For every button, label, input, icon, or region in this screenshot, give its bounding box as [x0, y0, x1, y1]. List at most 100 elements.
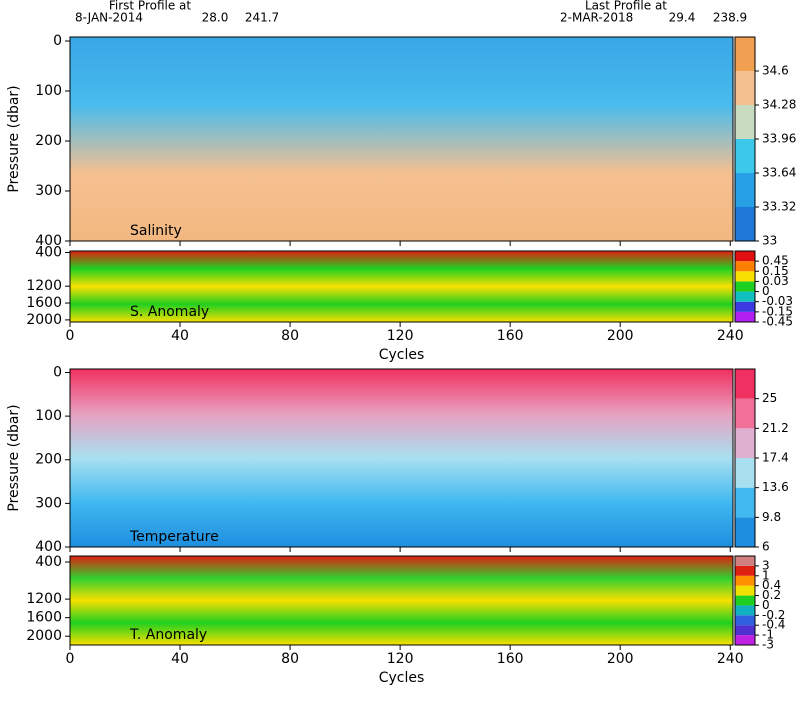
colorbar-band — [735, 105, 755, 139]
x-tick-label: 0 — [66, 651, 75, 667]
x-tick-label: 240 — [717, 651, 744, 667]
x-tick-label: 120 — [387, 651, 414, 667]
colorbar-band — [735, 517, 755, 547]
colorbar-frame — [734, 555, 756, 646]
colorbar-band — [735, 301, 755, 312]
header-text: 28.0 — [202, 11, 229, 25]
y-tick-label: 0 — [53, 364, 62, 380]
colorbar-label: 0 — [762, 598, 770, 612]
y-axis-label: Pressure (dbar) — [6, 404, 22, 511]
header-text: Last Profile at — [585, 0, 667, 13]
field — [70, 556, 733, 645]
colorbar-label: 0.15 — [762, 264, 789, 278]
colorbar-label: 33.64 — [762, 166, 796, 180]
y-tick-label: 400 — [35, 244, 62, 260]
colorbar-band — [735, 139, 755, 173]
x-tick-label: 80 — [281, 651, 299, 667]
colorbar-band — [735, 615, 755, 626]
colorbar-band — [735, 398, 755, 429]
x-tick-label: 120 — [387, 328, 414, 344]
y-tick-label: 400 — [35, 233, 62, 249]
colorbar-band — [735, 281, 755, 292]
field — [70, 37, 733, 241]
colorbar-band — [735, 575, 755, 586]
colorbar-label: 34.6 — [762, 64, 789, 78]
x-tick-label: 40 — [171, 651, 189, 667]
colorbar-band — [735, 605, 755, 616]
plot-frame — [69, 555, 734, 646]
panel-label: Temperature — [129, 529, 219, 545]
header-text: 241.7 — [245, 11, 279, 25]
y-tick-label: 200 — [35, 133, 62, 149]
colorbar-band — [735, 625, 755, 636]
header-text: 238.9 — [713, 11, 747, 25]
y-tick-label: 100 — [35, 83, 62, 99]
colorbar-label: -0.45 — [762, 315, 793, 329]
colorbar-label: 0 — [762, 284, 770, 298]
colorbar-band — [735, 173, 755, 207]
colorbar-label: 33.32 — [762, 200, 796, 214]
y-tick-label: 1600 — [26, 610, 62, 626]
colorbar-frame — [734, 250, 756, 323]
colorbar-label: -3 — [762, 638, 774, 652]
colorbar-label: 1 — [762, 568, 770, 582]
colorbar-label: 0.2 — [762, 588, 781, 602]
colorbar-label: 0.4 — [762, 578, 781, 592]
colorbar-label: 33 — [762, 234, 777, 248]
colorbar-label: 21.2 — [762, 421, 789, 435]
x-tick-label: 160 — [497, 328, 524, 344]
y-tick-label: 2000 — [26, 628, 62, 644]
colorbar-label: 25 — [762, 391, 777, 405]
y-tick-label: 400 — [35, 539, 62, 555]
colorbar-band — [735, 556, 755, 566]
colorbar-band — [735, 487, 755, 518]
colorbar-band — [735, 251, 755, 262]
colorbar-label: 0.03 — [762, 274, 789, 288]
colorbar-label: 34.28 — [762, 98, 796, 112]
field — [70, 251, 733, 322]
y-axis-label: Pressure (dbar) — [6, 85, 22, 192]
colorbar-band — [735, 71, 755, 105]
colorbar-band — [735, 458, 755, 488]
y-tick-label: 0 — [53, 33, 62, 49]
colorbar-band — [735, 635, 755, 645]
x-axis-label: Cycles — [379, 670, 425, 686]
y-tick-label: 1200 — [26, 278, 62, 294]
field — [70, 369, 733, 547]
colorbar-label: 9.8 — [762, 510, 781, 524]
panel-label: Salinity — [130, 223, 182, 239]
x-tick-label: 200 — [607, 651, 634, 667]
colorbar-band — [735, 291, 755, 302]
y-tick-label: 300 — [35, 495, 62, 511]
colorbar-label: -0.2 — [762, 608, 785, 622]
x-tick-label: 40 — [171, 328, 189, 344]
plot-frame — [69, 368, 734, 548]
header-text: 2-MAR-2018 — [560, 11, 633, 25]
header-text: 29.4 — [669, 11, 696, 25]
colorbar-label: -0.4 — [762, 618, 785, 632]
panel-label: S. Anomaly — [130, 304, 209, 320]
x-tick-label: 200 — [607, 328, 634, 344]
colorbar-band — [735, 595, 755, 606]
colorbar-label: -0.15 — [762, 304, 793, 318]
colorbar-band — [735, 565, 755, 576]
colorbar-band — [735, 428, 755, 458]
colorbar-label: 6 — [762, 540, 770, 554]
colorbar-label: -1 — [762, 628, 774, 642]
header-text: 8-JAN-2014 — [75, 11, 143, 25]
y-tick-label: 100 — [35, 408, 62, 424]
x-tick-label: 0 — [66, 328, 75, 344]
y-tick-label: 300 — [35, 183, 62, 199]
colorbar-label: 13.6 — [762, 480, 789, 494]
colorbar-band — [735, 261, 755, 272]
x-tick-label: 80 — [281, 328, 299, 344]
y-tick-label: 2000 — [26, 312, 62, 328]
colorbar-band — [735, 585, 755, 596]
header-text: First Profile at — [109, 0, 192, 13]
colorbar-band — [735, 271, 755, 282]
colorbar-band — [735, 311, 755, 322]
colorbar-band — [735, 369, 755, 399]
y-tick-label: 400 — [35, 554, 62, 570]
